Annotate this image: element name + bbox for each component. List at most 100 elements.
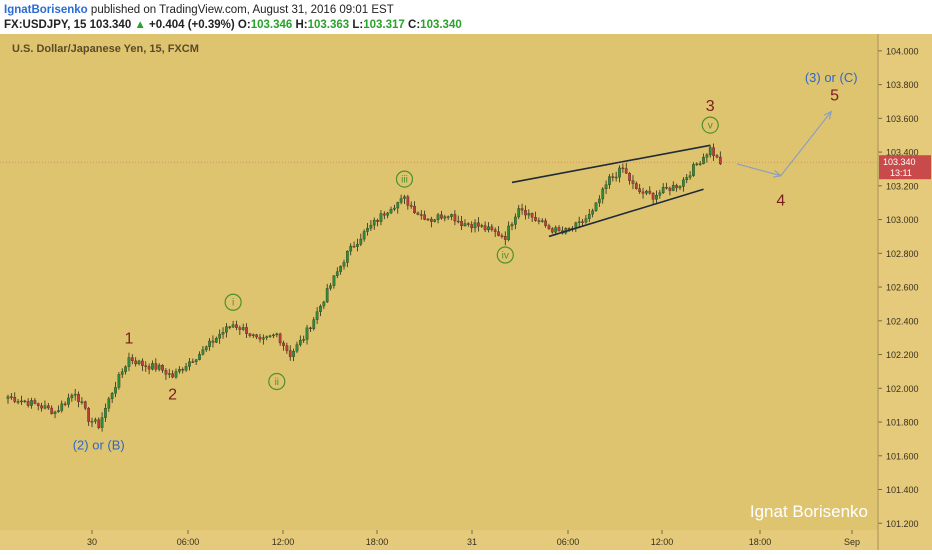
candle-up [315, 311, 319, 320]
ohlc-line: FX:USDJPY, 15 103.340 ▲ +0.404 (+0.39%) … [4, 19, 462, 31]
price-axis[interactable] [878, 34, 932, 550]
candle-up [251, 334, 255, 336]
time-tick-label: 12:00 [651, 537, 674, 547]
candle-down [634, 183, 638, 189]
candle-down [624, 168, 628, 174]
time-tick-label: 18:00 [749, 537, 772, 547]
candle-up [262, 337, 265, 340]
candle-up [450, 214, 453, 217]
last-price-tag [879, 155, 931, 180]
candle-down [416, 212, 420, 215]
candle-up [332, 275, 336, 286]
candle-up [594, 202, 598, 211]
close-value: 103.340 [420, 19, 462, 31]
candle-down [718, 156, 722, 165]
subwave-circle [496, 246, 514, 264]
chart-area[interactable]: U.S. Dollar/Japanese Yen, 15, FXCM 1 2 (2)… [0, 34, 932, 550]
price-chart[interactable]: U.S. Dollar/Japanese Yen, 15, FXCM 1 2 (2)… [0, 34, 932, 550]
candle-up [53, 411, 57, 414]
price-tick-label: 103.000 [886, 215, 919, 225]
candle-up [661, 187, 665, 193]
candle-down [544, 220, 547, 226]
candle-up [151, 363, 154, 370]
chart-title: U.S. Dollar/Japanese Yen, 15, FXCM [12, 43, 199, 55]
change-value: +0.404 (+0.39%) [149, 19, 235, 31]
candle-up [655, 195, 658, 200]
subwave-circle [701, 116, 719, 134]
candle-up [204, 346, 208, 350]
candle-up [127, 357, 131, 367]
candle-up [554, 227, 558, 233]
price-tick-label: 102.600 [886, 283, 919, 293]
candle-up [312, 319, 316, 329]
candle-down [164, 370, 168, 375]
price-tick-label: 102.200 [886, 350, 919, 360]
candle-down [413, 205, 416, 214]
wave-label: 5 [830, 88, 839, 105]
candle-down [171, 373, 174, 378]
candle-down [278, 333, 282, 344]
candle-up [346, 250, 349, 263]
candle-up [272, 334, 275, 337]
candle-up [57, 410, 60, 413]
candle-down [547, 225, 551, 229]
candle-down [255, 334, 258, 338]
candle-up [379, 213, 383, 222]
time-tick-label: Sep [844, 537, 860, 547]
candle-up [403, 196, 406, 199]
low-value: 103.317 [363, 19, 405, 31]
candle-down [567, 228, 571, 230]
symbol-label: FX:USDJPY, 15 [4, 19, 87, 31]
candle-down [423, 214, 426, 220]
candle-down [409, 205, 413, 207]
candle-up [480, 225, 484, 227]
chart-header: IgnatBorisenko published on TradingView.… [0, 0, 932, 34]
candle-down [668, 187, 672, 191]
wedge-trendline [511, 144, 711, 184]
candle-down [665, 187, 668, 189]
candle-up [265, 336, 269, 338]
candle-down [46, 405, 50, 409]
subwave-label: i [232, 298, 234, 309]
candle-down [520, 208, 524, 211]
price-tick-label: 103.200 [886, 181, 919, 191]
price-tick-label: 104.000 [886, 46, 919, 56]
candle-down [87, 408, 90, 422]
candle-down [285, 345, 289, 351]
candle-up [16, 401, 20, 403]
candle-up [194, 359, 198, 363]
candle-up [473, 222, 477, 229]
candle-down [530, 213, 534, 218]
time-tick-label: 06:00 [557, 537, 580, 547]
high-label: H: [295, 19, 308, 31]
candle-down [288, 350, 292, 357]
candle-up [221, 332, 225, 335]
candle-up [705, 154, 709, 158]
time-axis[interactable] [0, 530, 878, 550]
trendlines [511, 110, 833, 238]
candle-down [191, 361, 195, 363]
candle-up [6, 396, 10, 399]
candle-up [339, 266, 342, 272]
price-tick-label: 101.600 [886, 451, 919, 461]
candle-up [604, 184, 608, 190]
candle-up [695, 163, 699, 165]
candle-up [174, 371, 178, 378]
price-tick-label: 101.200 [886, 519, 919, 529]
candle-up [60, 403, 64, 411]
candle-down [154, 363, 158, 370]
wave-label: 2 [168, 386, 177, 403]
candle-down [641, 191, 645, 194]
candle-down [460, 221, 463, 227]
candle-down [490, 226, 494, 230]
degree-label: (2) or (B) [73, 438, 125, 453]
candle-up [94, 419, 97, 422]
candle-down [26, 401, 30, 406]
author-link[interactable]: IgnatBorisenko [4, 4, 88, 16]
candle-up [188, 361, 191, 367]
degree-label: (3) or (C) [805, 70, 858, 85]
change-up-icon: ▲ [134, 19, 146, 31]
candle-down [611, 176, 615, 178]
candle-up [30, 400, 33, 406]
time-tick-label: 06:00 [177, 537, 200, 547]
